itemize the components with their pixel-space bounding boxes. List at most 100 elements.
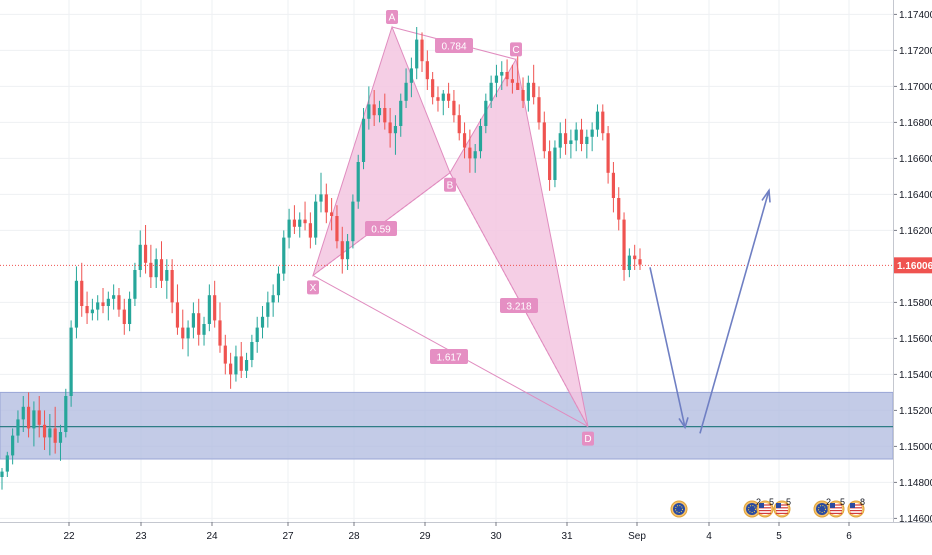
candle-body (298, 219, 302, 227)
y-tick-label: 1.14800 (899, 478, 932, 489)
candle-body (26, 406, 31, 429)
candle-body (601, 111, 605, 134)
pattern-point-a-label: A (389, 13, 396, 24)
candle-body (159, 259, 164, 281)
candle-body (170, 270, 174, 303)
candle-body (404, 82, 408, 101)
candle-body (633, 255, 637, 260)
candle-body (447, 93, 451, 101)
candle-body (340, 241, 344, 260)
y-tick-label: 1.15400 (899, 370, 932, 381)
candle-body (175, 302, 180, 328)
candle-body (585, 136, 589, 144)
candle-body (452, 100, 456, 116)
event-badge[interactable]: 5 (756, 497, 774, 518)
candle-body (351, 201, 355, 242)
candle-body (133, 270, 137, 299)
candle-body (436, 97, 440, 101)
y-tick-label: 1.16400 (899, 190, 932, 201)
candle-body (441, 93, 445, 101)
x-tick-label: Sep (628, 531, 646, 542)
candle-body (627, 255, 631, 270)
candle-body (494, 75, 499, 83)
badge-count: 8 (860, 497, 865, 507)
candle-body (324, 194, 328, 213)
candle-body (260, 316, 265, 328)
event-badge[interactable]: 8 (847, 497, 865, 518)
candle-body (595, 111, 600, 130)
candle-body (415, 39, 419, 69)
pattern-point-b-badge (444, 177, 456, 192)
y-tick-label: 1.15800 (899, 298, 932, 309)
candle-body (622, 219, 626, 270)
candle-body (484, 100, 488, 126)
candle-body (388, 122, 392, 134)
candle-body (149, 262, 153, 278)
ratio-badge-xd (430, 349, 468, 364)
harmonic-pattern-layer[interactable] (312, 25, 589, 428)
candle-body (409, 68, 413, 83)
y-tick-label: 1.17400 (899, 10, 932, 21)
candle-body (250, 342, 254, 360)
x-tick-label: 22 (63, 531, 75, 542)
projection-arrow-down (649, 267, 686, 428)
candle-body (80, 280, 84, 306)
candle-body (37, 410, 41, 425)
pattern-point-a-badge (386, 10, 398, 24)
candle-body (69, 327, 73, 396)
x-tick-label: 31 (561, 531, 573, 542)
candle-body (510, 79, 514, 83)
candle-body (383, 108, 387, 123)
y-tick-label: 1.16800 (899, 118, 932, 129)
candle-body (617, 198, 621, 220)
candle-body (282, 237, 286, 274)
y-tick-label: 1.14600 (899, 514, 932, 525)
ratio-badge-ac (435, 38, 473, 53)
candle-body (611, 172, 616, 198)
event-badge[interactable]: 5 (827, 497, 845, 518)
ratio-label-xb: 0.59 (371, 225, 391, 236)
y-tick-label: 1.15600 (899, 334, 932, 345)
event-badge[interactable] (670, 500, 688, 518)
us-canton (759, 503, 764, 508)
candle-body (202, 324, 206, 335)
event-badge[interactable]: 5 (773, 497, 791, 518)
candle-body (319, 194, 323, 202)
overlay-layer: X A B C D 0.59 0.784 3.218 1.617 1.16006 (0, 10, 932, 446)
candle-body (292, 219, 297, 227)
event-badge[interactable]: 2 (743, 497, 761, 518)
ratio-badge-xb (365, 221, 397, 236)
badge-count: 5 (769, 497, 774, 507)
candle-body (431, 79, 435, 98)
candle-body (234, 356, 238, 375)
candle-body (356, 162, 360, 202)
candle-body (276, 273, 281, 296)
eu-flag-icon (746, 503, 758, 515)
candle-body (330, 212, 334, 216)
candle-body (399, 100, 403, 126)
candle-body (101, 302, 105, 306)
x-tick-label: 28 (348, 531, 360, 542)
pattern-point-c-label: C (512, 45, 519, 56)
candle-body (489, 82, 493, 101)
candle-body (537, 97, 541, 123)
eu-stars (818, 505, 826, 513)
support-zone-layer (0, 391, 894, 460)
candle-body (154, 259, 158, 278)
candle-body (526, 82, 530, 101)
candle-body (138, 244, 142, 270)
us-canton (830, 503, 835, 508)
candle-body (425, 61, 429, 80)
candle-body (377, 108, 382, 116)
y-tick-label: 1.16600 (899, 154, 932, 165)
badge-count: 5 (840, 497, 845, 507)
candle-body (229, 363, 233, 375)
event-badge[interactable]: 2 (813, 497, 831, 518)
candle-body (393, 126, 398, 134)
candle-body (335, 216, 339, 242)
candle-body (213, 295, 217, 321)
candle-body (569, 140, 573, 144)
